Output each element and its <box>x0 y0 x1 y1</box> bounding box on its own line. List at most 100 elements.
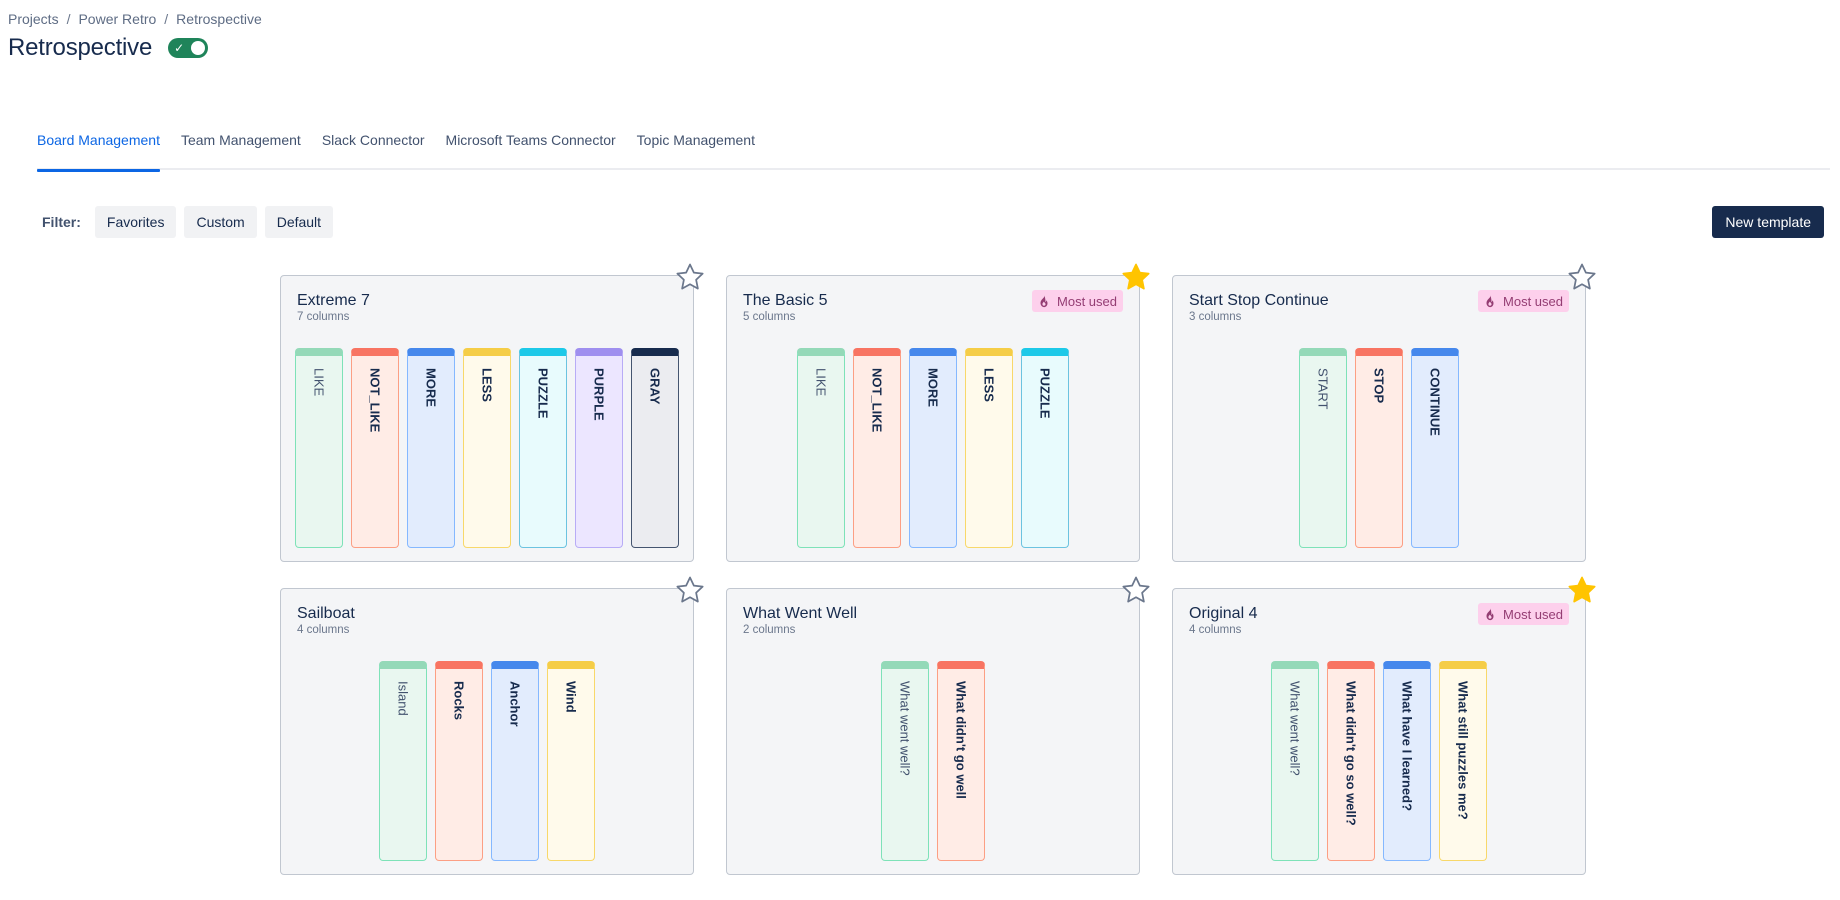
breadcrumb: Projects / Power Retro / Retrospective <box>8 11 262 27</box>
new-template-button[interactable]: New template <box>1712 206 1824 238</box>
template-title: Start Stop Continue <box>1189 292 1329 309</box>
tab-topic-management[interactable]: Topic Management <box>636 132 755 148</box>
column-preview-item: MORE <box>407 348 455 548</box>
filter-default-button[interactable]: Default <box>264 206 334 238</box>
enable-toggle[interactable]: ✓ <box>168 38 209 58</box>
template-title: The Basic 5 <box>743 292 828 309</box>
breadcrumb-retrospective[interactable]: Retrospective <box>176 11 262 27</box>
template-card[interactable]: Original 4 4 columns Most used What went we… <box>1172 576 1596 875</box>
most-used-badge: Most used <box>1032 290 1123 312</box>
column-preview-item: What went well? <box>1271 661 1319 861</box>
column-preview-item: PUZZLE <box>519 348 567 548</box>
tab-board-management[interactable]: Board Management <box>37 120 160 172</box>
column-label: What went well? <box>897 681 913 776</box>
tab-slack-connector[interactable]: Slack Connector <box>321 132 425 148</box>
template-title: Sailboat <box>297 605 355 622</box>
column-label: What still puzzles me? <box>1455 681 1471 820</box>
column-preview-item: Wind <box>547 661 595 861</box>
column-preview: LIKE NOT_LIKE MORE LESS PUZZLE PURPLE GRAY <box>281 348 693 548</box>
column-label: PURPLE <box>591 368 607 421</box>
column-preview: LIKE NOT_LIKE MORE LESS PUZZLE <box>727 348 1139 548</box>
template-column-count: 7 columns <box>297 311 350 323</box>
template-title: What Went Well <box>743 605 858 622</box>
breadcrumb-power-retro[interactable]: Power Retro <box>78 11 157 27</box>
template-column-count: 5 columns <box>743 311 796 323</box>
toggle-knob <box>191 41 206 55</box>
filter-custom-button[interactable]: Custom <box>184 206 257 238</box>
star-outline-icon <box>1568 263 1596 290</box>
column-preview-item: NOT_LIKE <box>853 348 901 548</box>
column-label: START <box>1315 368 1331 410</box>
template-title: Extreme 7 <box>297 292 370 309</box>
column-label: PUZZLE <box>535 368 551 419</box>
breadcrumb-separator: / <box>66 11 71 27</box>
tab-microsoft-teams-connector[interactable]: Microsoft Teams Connector <box>445 132 616 148</box>
column-label: Wind <box>563 681 579 713</box>
column-preview-item: LESS <box>965 348 1013 548</box>
column-preview-item: Island <box>379 661 427 861</box>
column-preview: What went well? What didn't go well <box>727 661 1139 861</box>
column-preview-item: What have I learned? <box>1383 661 1431 861</box>
favorite-star-icon[interactable] <box>1566 261 1598 293</box>
column-preview-item: Anchor <box>491 661 539 861</box>
column-label: What didn't go so well? <box>1343 681 1359 826</box>
breadcrumb-separator: / <box>164 11 169 27</box>
title-row: Retrospective ✓ <box>8 34 209 62</box>
filter-bar: Filter: Favorites Custom Default <box>42 206 334 238</box>
template-column-count: 3 columns <box>1189 311 1242 323</box>
column-label: LESS <box>479 368 495 402</box>
column-preview-item: GRAY <box>631 348 679 548</box>
favorite-star-filled-icon[interactable] <box>1120 261 1152 293</box>
column-preview-item: What didn't go well <box>937 661 985 861</box>
column-label: PUZZLE <box>1037 368 1053 419</box>
column-preview-item: STOP <box>1355 348 1403 548</box>
column-preview-item: LESS <box>463 348 511 548</box>
column-preview-item: MORE <box>909 348 957 548</box>
template-column-count: 4 columns <box>1189 624 1242 636</box>
favorite-star-filled-icon[interactable] <box>1566 574 1598 606</box>
column-label: MORE <box>925 368 941 407</box>
page-title: Retrospective <box>8 34 153 61</box>
column-preview-item: NOT_LIKE <box>351 348 399 548</box>
template-column-count: 2 columns <box>743 624 796 636</box>
column-label: What have I learned? <box>1399 681 1415 812</box>
column-preview-item: START <box>1299 348 1347 548</box>
filter-favorites-button[interactable]: Favorites <box>94 206 177 238</box>
column-preview-item: Rocks <box>435 661 483 861</box>
star-outline-icon <box>1122 576 1150 603</box>
column-label: LESS <box>981 368 997 402</box>
star-outline-icon <box>676 576 704 603</box>
favorite-star-icon[interactable] <box>674 261 706 293</box>
star-filled-icon <box>1568 576 1596 603</box>
star-outline-icon <box>676 263 704 290</box>
column-label: What went well? <box>1287 681 1303 776</box>
column-label: LIKE <box>311 368 327 397</box>
column-label: Rocks <box>451 681 467 721</box>
favorite-star-icon[interactable] <box>674 574 706 606</box>
template-card[interactable]: The Basic 5 5 columns Most used LIKE NOT_LIK… <box>726 263 1150 562</box>
column-label: GRAY <box>647 368 663 405</box>
fire-icon <box>1483 294 1497 308</box>
favorite-star-icon[interactable] <box>1120 574 1152 606</box>
badge-label: Most used <box>1503 293 1563 309</box>
column-label: CONTINUE <box>1427 368 1443 436</box>
template-card[interactable]: Extreme 7 7 columns LIKE NOT_LIKE MORE LESS PU… <box>280 263 704 562</box>
column-label: Anchor <box>507 681 523 727</box>
column-preview-item: PUZZLE <box>1021 348 1069 548</box>
template-card[interactable]: What Went Well 2 columns What went well? Wh… <box>726 576 1150 875</box>
column-label: MORE <box>423 368 439 407</box>
breadcrumb-projects[interactable]: Projects <box>8 11 59 27</box>
column-preview-item: PURPLE <box>575 348 623 548</box>
column-label: NOT_LIKE <box>367 368 383 433</box>
tab-team-management[interactable]: Team Management <box>180 132 301 148</box>
column-label: Island <box>395 681 411 716</box>
badge-label: Most used <box>1503 606 1563 622</box>
template-card[interactable]: Start Stop Continue 3 columns Most used STA… <box>1172 263 1596 562</box>
column-preview-item: LIKE <box>797 348 845 548</box>
column-preview-item: What still puzzles me? <box>1439 661 1487 861</box>
column-preview-item: CONTINUE <box>1411 348 1459 548</box>
template-card[interactable]: Sailboat 4 columns Island Rocks Anchor Wind <box>280 576 704 875</box>
column-label: STOP <box>1371 368 1387 404</box>
most-used-badge: Most used <box>1478 603 1569 625</box>
column-preview: What went well? What didn't go so well? Wh… <box>1173 661 1585 861</box>
